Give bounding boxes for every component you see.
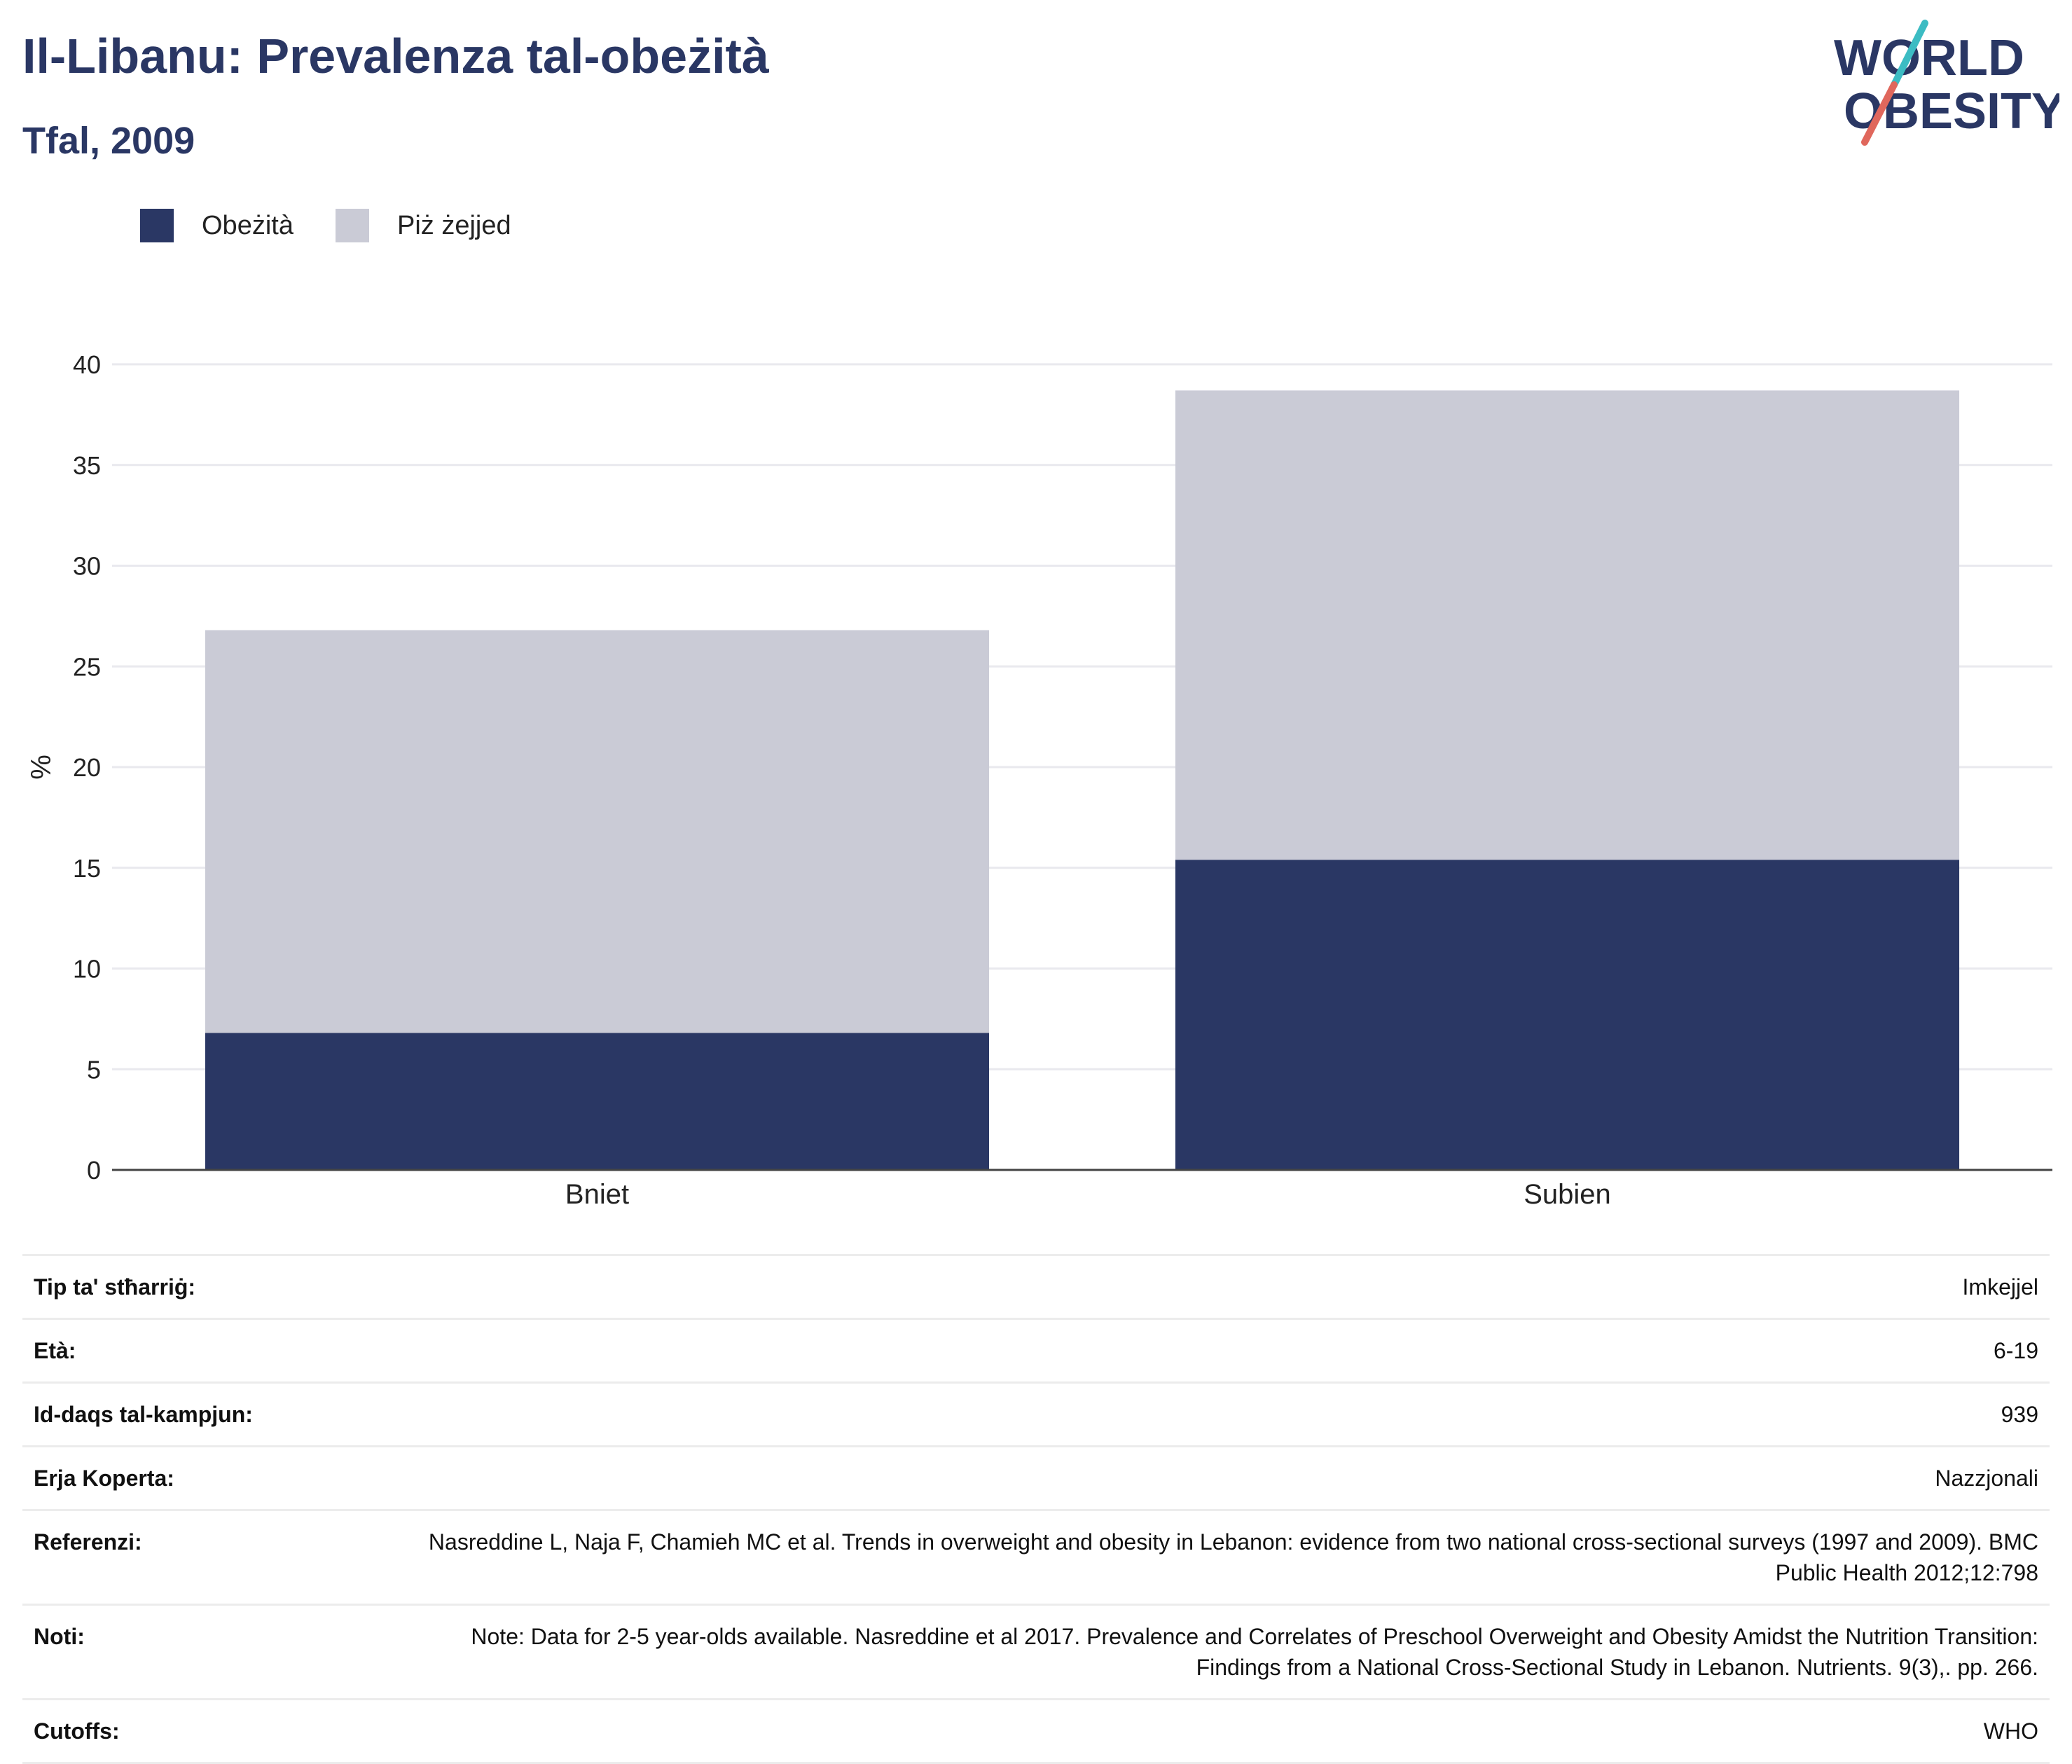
stacked-bar-chart: 0 5 10 15 20 25 30 35 40% Bniet Subien — [26, 350, 2052, 1210]
meta-value: Nasreddine L, Naja F, Chamieh MC et al. … — [428, 1529, 2038, 1585]
y-axis-label: % — [26, 754, 57, 780]
meta-label: Tip ta' stħarriġ: — [34, 1274, 196, 1300]
meta-value: 6-19 — [1993, 1338, 2038, 1363]
legend-item-overweight: Piż żejjed — [335, 209, 511, 242]
x-category-label: Subien — [1524, 1179, 1611, 1210]
legend-swatch-overweight — [335, 209, 369, 242]
meta-value: Imkejjel — [1962, 1274, 2038, 1300]
survey-details-table: Tip ta' stħarriġ: Imkejjel Età: 6-19 Id-daqs… — [22, 1254, 2050, 1764]
chart-legend: Obeżità Piż żejjed — [140, 209, 553, 242]
meta-label: Referenzi: — [34, 1529, 142, 1555]
meta-label: Cutoffs: — [34, 1718, 120, 1744]
bar-overweight-subien — [1175, 390, 1960, 860]
y-tick-label: 10 — [73, 955, 101, 984]
x-category-label: Bniet — [565, 1179, 629, 1210]
meta-row: Noti: Note: Data for 2-5 year-olds availa… — [22, 1606, 2050, 1700]
bar-obesity-bniet — [205, 1033, 990, 1170]
meta-row: Cutoffs: WHO — [22, 1700, 2050, 1764]
page-subtitle: Tfal, 2009 — [22, 120, 195, 162]
meta-row: Età: 6-19 — [22, 1320, 2050, 1384]
y-tick-label: 15 — [73, 854, 101, 883]
y-tick-label: 0 — [87, 1156, 101, 1185]
bar-obesity-subien — [1175, 860, 1960, 1170]
legend-label-obesity: Obeżità — [202, 210, 293, 240]
meta-value: Note: Data for 2-5 year-olds available. … — [471, 1624, 2038, 1680]
svg-text:OBESITY: OBESITY — [1844, 83, 2059, 139]
meta-row: Tip ta' stħarriġ: Imkejjel — [22, 1256, 2050, 1320]
svg-text:WORLD: WORLD — [1834, 30, 2024, 86]
world-obesity-logo: WORLD OBESITY — [1834, 20, 2059, 146]
y-tick-label: 40 — [73, 350, 101, 379]
legend-item-obesity: Obeżità — [140, 209, 293, 242]
legend-label-overweight: Piż żejjed — [396, 210, 511, 240]
legend-swatch-obesity — [140, 209, 174, 242]
meta-value: 939 — [2001, 1402, 2038, 1427]
meta-row: Id-daqs tal-kampjun: 939 — [22, 1384, 2050, 1447]
meta-label: Età: — [34, 1338, 76, 1363]
meta-label: Erja Koperta: — [34, 1466, 174, 1491]
meta-label: Noti: — [34, 1624, 85, 1649]
meta-value: WHO — [1983, 1718, 2038, 1744]
meta-row: Referenzi: Nasreddine L, Naja F, Chamieh … — [22, 1511, 2050, 1606]
meta-value: Nazzjonali — [1935, 1466, 2038, 1491]
bar-overweight-bniet — [205, 630, 990, 1033]
y-tick-label: 5 — [87, 1055, 101, 1084]
meta-label: Id-daqs tal-kampjun: — [34, 1402, 253, 1427]
y-tick-label: 20 — [73, 753, 101, 782]
y-tick-label: 30 — [73, 552, 101, 581]
y-tick-label: 25 — [73, 652, 101, 681]
page-title: Il-Libanu: Prevalenza tal-obeżità — [22, 29, 769, 83]
meta-row: Erja Koperta: Nazzjonali — [22, 1447, 2050, 1511]
y-tick-label: 35 — [73, 451, 101, 480]
